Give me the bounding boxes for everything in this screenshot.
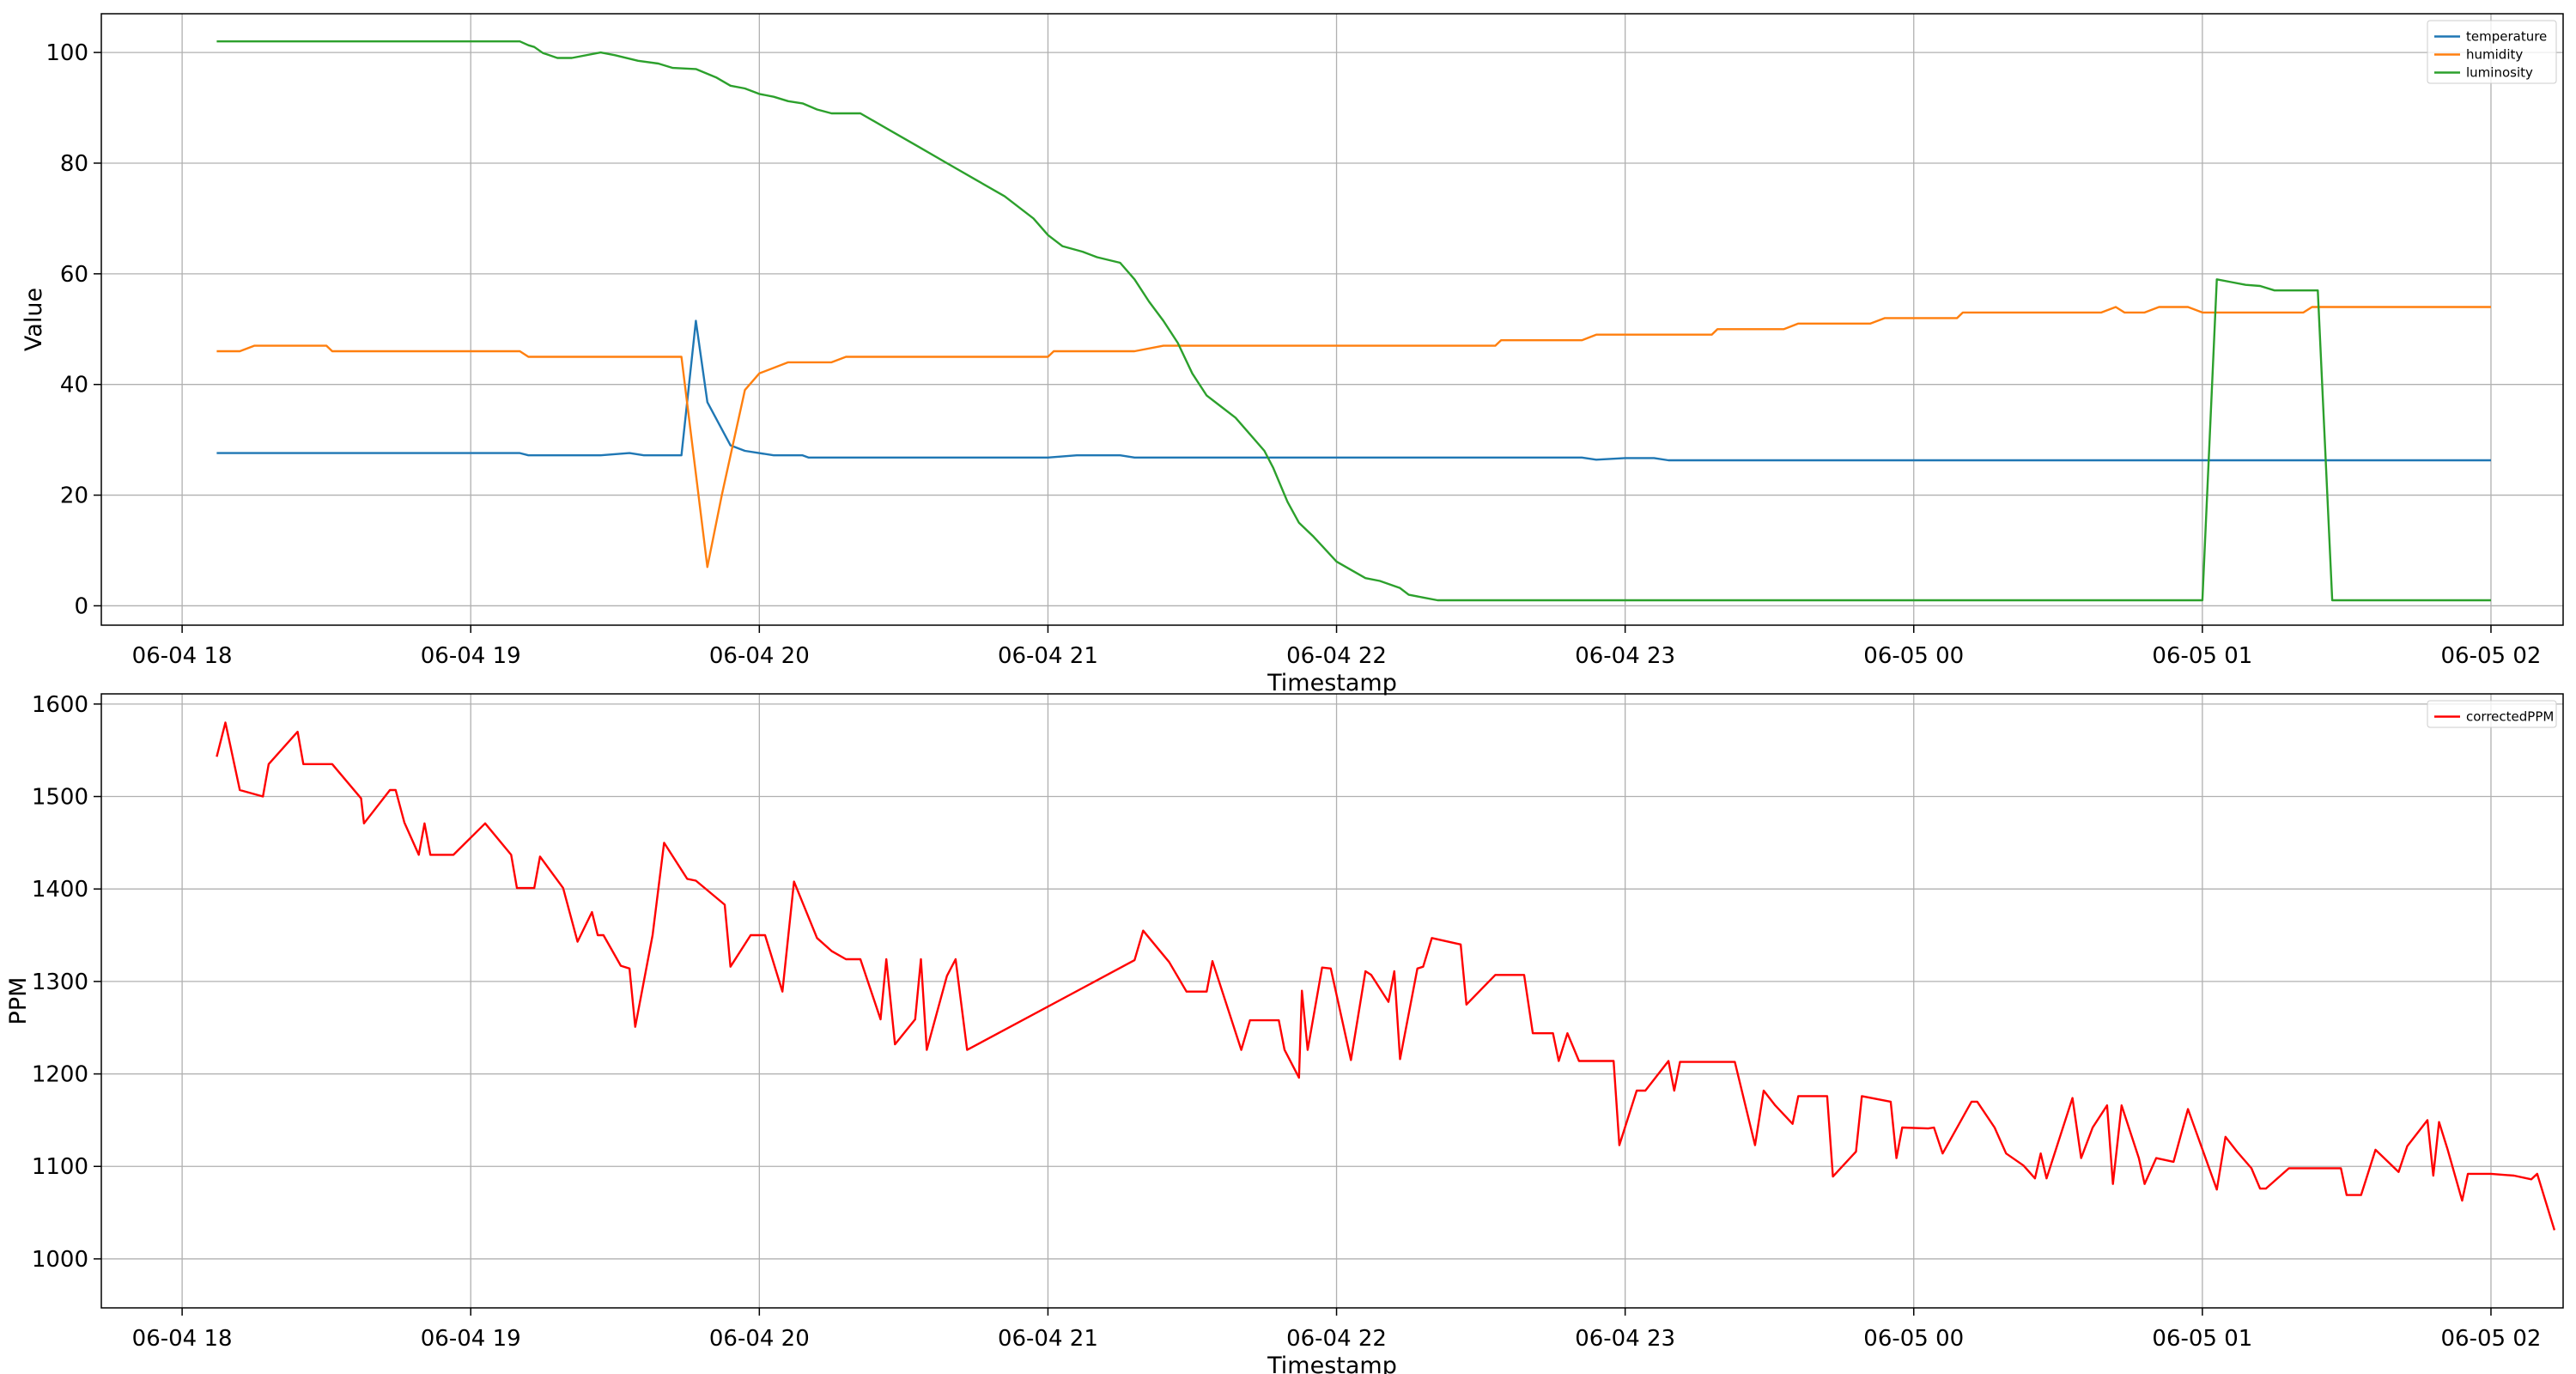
x-tick-label: 06-04 22	[1286, 643, 1387, 669]
x-tick-label: 06-05 02	[2441, 643, 2542, 669]
legend: correctedPPM	[2427, 701, 2556, 727]
legend-label-humidity: humidity	[2466, 47, 2523, 63]
y-tick-label: 80	[60, 151, 88, 177]
legend: temperature humidity luminosity	[2427, 21, 2556, 83]
legend-label-luminosity: luminosity	[2466, 65, 2533, 81]
x-tick-label: 06-05 00	[1863, 643, 1964, 669]
legend-label-correctedppm: correctedPPM	[2466, 709, 2554, 725]
y-tick-label: 1500	[32, 785, 88, 811]
x-tick-label: 06-05 01	[2152, 643, 2252, 669]
y-tick-label: 0	[74, 593, 88, 619]
y-tick-label: 1400	[32, 877, 88, 903]
x-tick-label: 06-04 19	[421, 1326, 521, 1352]
y-tick-label: 40	[60, 373, 88, 398]
x-tick-label: 06-05 02	[2441, 1326, 2542, 1352]
y-tick-label: 1300	[32, 970, 88, 995]
x-tick-label: 06-04 21	[998, 1326, 1098, 1352]
x-tick-label: 06-05 00	[1863, 1326, 1964, 1352]
y-tick-label: 1000	[32, 1247, 88, 1273]
x-axis-label: Timestamp	[1267, 1353, 1397, 1374]
x-tick-label: 06-04 22	[1286, 1326, 1387, 1352]
y-tick-label: 20	[60, 483, 88, 509]
y-axis-label: PPM	[5, 977, 32, 1025]
y-tick-label: 60	[60, 262, 88, 288]
y-axis-label: Value	[21, 288, 47, 351]
y-tick-label: 1200	[32, 1062, 88, 1088]
x-tick-label: 06-04 23	[1575, 1326, 1675, 1352]
y-tick-label: 1600	[32, 692, 88, 718]
y-tick-label: 1100	[32, 1154, 88, 1180]
x-tick-label: 06-04 18	[132, 643, 233, 669]
x-tick-label: 06-04 18	[132, 1326, 233, 1352]
x-tick-label: 06-04 20	[709, 643, 810, 669]
y-tick-label: 100	[46, 40, 88, 66]
x-tick-label: 06-05 01	[2152, 1326, 2252, 1352]
x-tick-label: 06-04 20	[709, 1326, 810, 1352]
x-axis-label: Timestamp	[1267, 670, 1397, 696]
x-tick-label: 06-04 23	[1575, 643, 1675, 669]
legend-label-temperature: temperature	[2466, 29, 2547, 45]
x-tick-label: 06-04 19	[421, 643, 521, 669]
x-tick-label: 06-04 21	[998, 643, 1098, 669]
